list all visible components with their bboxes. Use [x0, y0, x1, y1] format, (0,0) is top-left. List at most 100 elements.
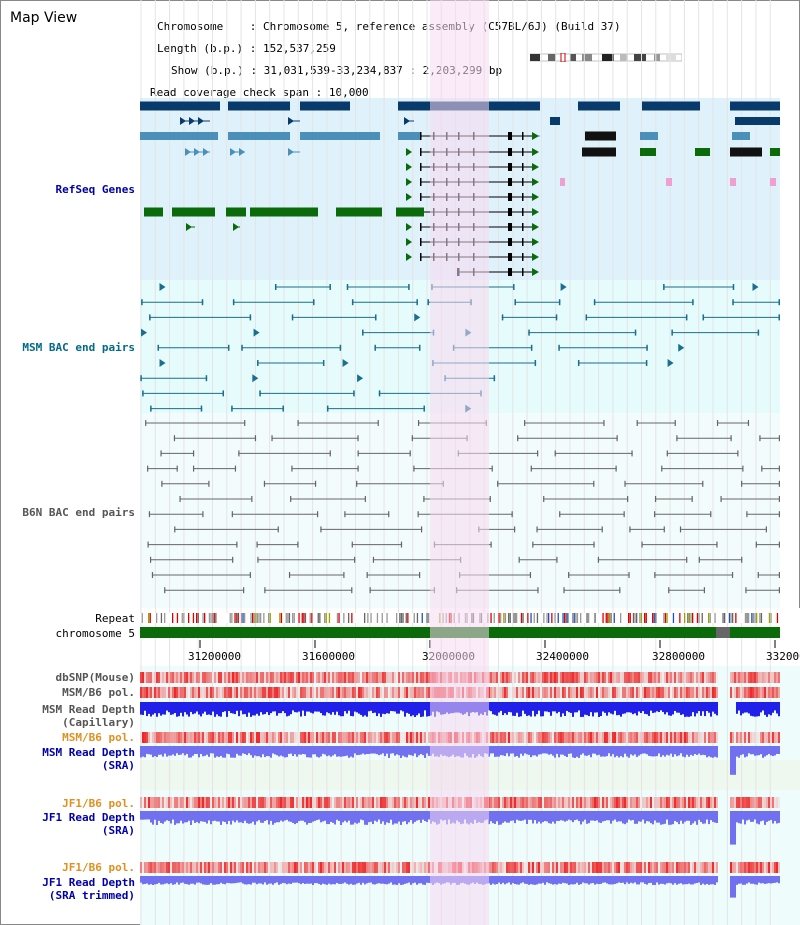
read-depth-bar[interactable]	[558, 876, 560, 884]
polymorphism-cell[interactable]	[628, 672, 630, 683]
polymorphism-cell[interactable]	[364, 672, 366, 683]
read-depth-bar[interactable]	[412, 876, 414, 884]
polymorphism-cell[interactable]	[642, 862, 644, 873]
polymorphism-cell[interactable]	[732, 862, 734, 873]
read-depth-bar[interactable]	[264, 702, 266, 715]
polymorphism-cell[interactable]	[756, 672, 758, 683]
read-depth-bar[interactable]	[366, 746, 368, 755]
read-depth-bar[interactable]	[372, 746, 374, 754]
read-depth-bar[interactable]	[194, 702, 196, 714]
polymorphism-cell[interactable]	[280, 732, 282, 743]
read-depth-bar[interactable]	[340, 876, 342, 884]
repeat-element[interactable]	[298, 613, 300, 623]
read-depth-bar[interactable]	[538, 746, 540, 755]
polymorphism-cell[interactable]	[766, 732, 768, 743]
read-depth-bar[interactable]	[254, 746, 256, 756]
polymorphism-cell[interactable]	[764, 732, 766, 743]
read-depth-bar[interactable]	[686, 746, 688, 755]
polymorphism-cell[interactable]	[336, 732, 338, 743]
read-depth-bar[interactable]	[526, 876, 528, 884]
read-depth-bar[interactable]	[352, 811, 354, 825]
read-depth-bar[interactable]	[396, 811, 398, 824]
read-depth-bar[interactable]	[648, 876, 650, 884]
read-depth-bar[interactable]	[764, 746, 766, 757]
read-depth-bar[interactable]	[394, 702, 396, 712]
polymorphism-cell[interactable]	[760, 862, 762, 873]
polymorphism-cell[interactable]	[318, 732, 320, 743]
read-depth-bar[interactable]	[760, 811, 762, 822]
polymorphism-cell[interactable]	[674, 862, 676, 873]
polymorphism-cell[interactable]	[564, 862, 566, 873]
polymorphism-cell[interactable]	[414, 862, 416, 873]
read-depth-bar[interactable]	[640, 746, 642, 755]
read-depth-bar[interactable]	[490, 876, 492, 885]
transcript-exon[interactable]	[508, 163, 512, 171]
gene-strand-arrow[interactable]	[532, 148, 539, 156]
polymorphism-cell[interactable]	[500, 687, 502, 698]
repeat-element[interactable]	[253, 613, 255, 623]
polymorphism-cell[interactable]	[172, 797, 174, 808]
read-depth-bar[interactable]	[182, 876, 184, 883]
read-depth-bar[interactable]	[326, 876, 328, 885]
polymorphism-cell[interactable]	[616, 862, 618, 873]
polymorphism-cell[interactable]	[382, 732, 384, 743]
polymorphism-cell[interactable]	[530, 672, 532, 683]
polymorphism-cell[interactable]	[682, 672, 684, 683]
read-depth-bar[interactable]	[606, 702, 608, 716]
polymorphism-cell[interactable]	[326, 672, 328, 683]
read-depth-bar[interactable]	[272, 811, 274, 825]
read-depth-bar[interactable]	[562, 702, 564, 714]
read-depth-bar[interactable]	[522, 746, 524, 756]
read-depth-bar[interactable]	[738, 746, 740, 758]
read-depth-bar[interactable]	[514, 746, 516, 757]
polymorphism-cell[interactable]	[418, 862, 420, 873]
read-depth-bar[interactable]	[668, 702, 670, 716]
read-depth-bar[interactable]	[352, 876, 354, 885]
read-depth-bar[interactable]	[310, 811, 312, 823]
polymorphism-cell[interactable]	[738, 687, 740, 698]
polymorphism-cell[interactable]	[278, 732, 280, 743]
read-depth-bar[interactable]	[770, 702, 772, 716]
read-depth-bar[interactable]	[658, 876, 660, 885]
polymorphism-cell[interactable]	[558, 862, 560, 873]
polymorphism-cell[interactable]	[660, 672, 662, 683]
read-depth-bar[interactable]	[612, 702, 614, 715]
read-depth-bar[interactable]	[156, 811, 158, 825]
read-depth-bar[interactable]	[246, 746, 248, 756]
read-depth-bar[interactable]	[716, 746, 718, 758]
read-depth-bar[interactable]	[528, 811, 530, 820]
polymorphism-cell[interactable]	[296, 732, 298, 743]
polymorphism-cell[interactable]	[610, 797, 612, 808]
read-depth-bar[interactable]	[284, 876, 286, 884]
polymorphism-cell[interactable]	[420, 672, 422, 683]
read-depth-bar[interactable]	[584, 811, 586, 820]
read-depth-bar[interactable]	[496, 702, 498, 716]
polymorphism-cell[interactable]	[636, 862, 638, 873]
polymorphism-cell[interactable]	[210, 797, 212, 808]
polymorphism-cell[interactable]	[748, 797, 750, 808]
read-depth-bar[interactable]	[690, 876, 692, 885]
polymorphism-cell[interactable]	[412, 672, 414, 683]
read-depth-bar[interactable]	[756, 876, 758, 885]
polymorphism-cell[interactable]	[556, 797, 558, 808]
polymorphism-cell[interactable]	[524, 797, 526, 808]
read-depth-bar[interactable]	[232, 811, 234, 821]
polymorphism-cell[interactable]	[730, 672, 732, 683]
polymorphism-cell[interactable]	[592, 732, 594, 743]
polymorphism-cell[interactable]	[756, 732, 758, 743]
read-depth-bar[interactable]	[352, 702, 354, 717]
polymorphism-cell[interactable]	[712, 687, 714, 698]
read-depth-bar[interactable]	[346, 811, 348, 823]
polymorphism-cell[interactable]	[576, 797, 578, 808]
read-depth-bar[interactable]	[672, 876, 674, 885]
polymorphism-cell[interactable]	[776, 797, 778, 808]
gene-strand-arrow[interactable]	[532, 193, 539, 201]
polymorphism-cell[interactable]	[250, 687, 252, 698]
polymorphism-cell[interactable]	[334, 672, 336, 683]
read-depth-bar[interactable]	[242, 702, 244, 715]
polymorphism-cell[interactable]	[664, 687, 666, 698]
polymorphism-cell[interactable]	[644, 672, 646, 683]
polymorphism-cell[interactable]	[532, 732, 534, 743]
read-depth-bar[interactable]	[262, 876, 264, 885]
polymorphism-cell[interactable]	[252, 687, 254, 698]
